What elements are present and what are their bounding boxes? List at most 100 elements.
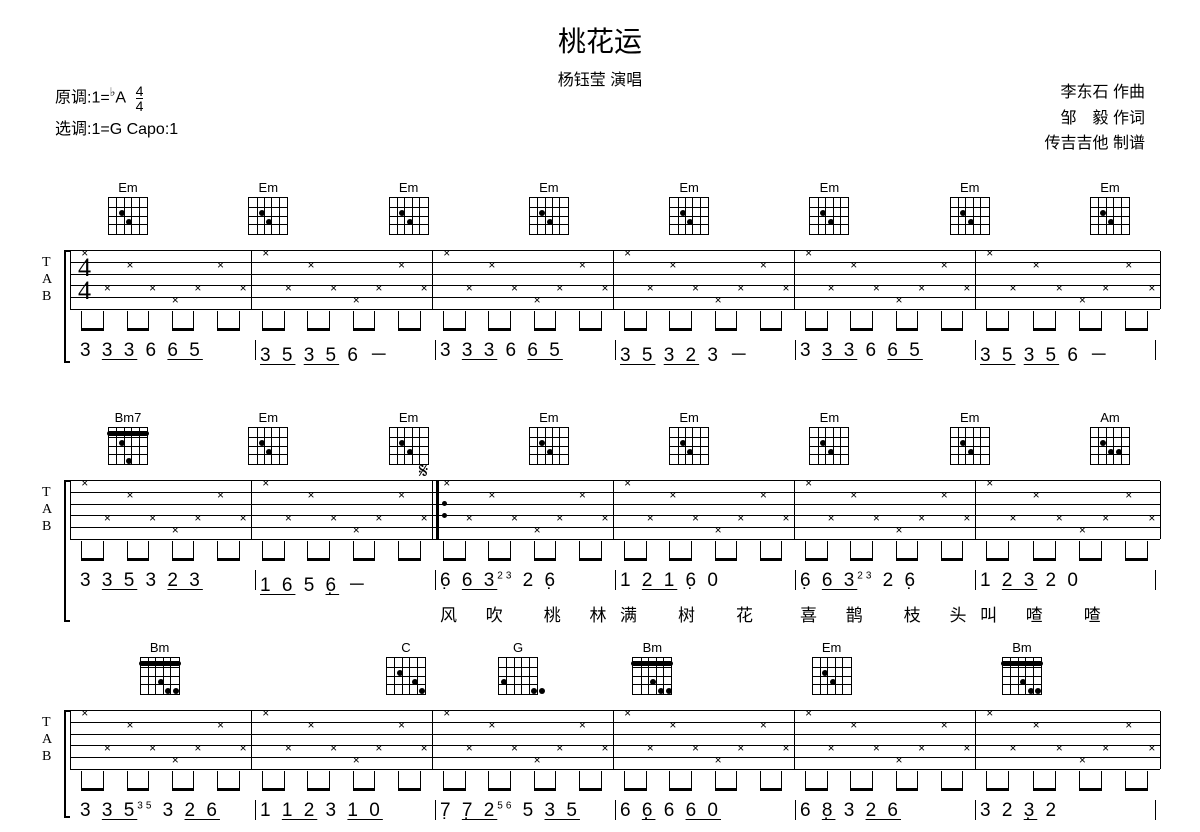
tab-x: × [963, 741, 970, 755]
jianpu-barline [1155, 340, 1156, 360]
tab-x: × [556, 741, 563, 755]
tab-x: × [602, 281, 609, 295]
jianpu-measure: 3 3 3 6 6 5 [800, 340, 971, 367]
tab-x: × [850, 718, 857, 732]
beam-group [262, 769, 285, 791]
jianpu-measure: 1 2 1 6̣ 0 [620, 570, 791, 597]
chord-name: Bm [643, 640, 663, 655]
tab-x: × [760, 718, 767, 732]
tab-x: × [534, 293, 541, 307]
beam-group [398, 309, 421, 331]
tab-x: × [1009, 511, 1016, 525]
staff-row-1: EmEmEmEmEmEmEmEm T A B 4 4 ×××××××××××××… [40, 180, 1160, 367]
capo-key: 选调:1=G Capo:1 [55, 114, 178, 146]
tab-x: × [353, 523, 360, 537]
beam-group [217, 769, 240, 791]
barline [975, 481, 976, 539]
chord-name: Em [259, 410, 279, 425]
chord-name: Em [822, 640, 842, 655]
tab-x: × [149, 741, 156, 755]
chord-diagram [950, 427, 990, 465]
chord-strip: Bm7EmEmEmEmEmEmAm [40, 410, 1160, 480]
tab-x: × [1125, 718, 1132, 732]
tab-x: × [488, 488, 495, 502]
beam-group [624, 309, 647, 331]
chord-cell: Em [238, 180, 298, 250]
beam-group [534, 539, 557, 561]
tab-x: × [963, 511, 970, 525]
tab-x: × [375, 511, 382, 525]
tab-x: × [556, 281, 563, 295]
tab-x: × [986, 706, 993, 720]
chord-name: Em [960, 410, 980, 425]
original-key: 原调:1=♭A 4 4 [55, 80, 178, 114]
beam-group [398, 539, 421, 561]
beam-group [1033, 539, 1056, 561]
tab-T: T [42, 255, 52, 272]
tab-x: × [194, 281, 201, 295]
tab-x: × [149, 281, 156, 295]
jianpu-measure: 3 5 3 5 6 － [260, 340, 431, 367]
jianpu-barline [255, 800, 256, 820]
tab-T: T [42, 485, 52, 502]
chord-cell: C [376, 640, 436, 695]
jianpu-barline [615, 570, 616, 590]
jianpu-line: 3 3 3 6 6 53 5 3 5 6 －3 3 3 6 6 53 5 3 2… [70, 340, 1160, 367]
beam-group [624, 539, 647, 561]
barline [251, 481, 252, 539]
chord-cell: Am [1080, 410, 1140, 480]
beam-group [669, 309, 692, 331]
chord-diagram [632, 657, 672, 695]
tab-x: × [986, 476, 993, 490]
chord-diagram [108, 427, 148, 465]
jianpu-barline [795, 340, 796, 360]
tab-x: × [172, 523, 179, 537]
tab-x: × [443, 246, 450, 260]
tab-x: × [104, 511, 111, 525]
chord-name: Em [399, 180, 419, 195]
tab-x: × [647, 281, 654, 295]
tab-x: × [104, 741, 111, 755]
chord-cell: Em [519, 180, 579, 250]
song-subtitle: 杨钰莹 演唱 [0, 66, 1200, 90]
jianpu-barline [435, 800, 436, 820]
beam-group [81, 539, 104, 561]
tab-x: × [488, 718, 495, 732]
tab-x: × [307, 258, 314, 272]
chord-name: Bm7 [115, 410, 142, 425]
tab-x: × [669, 258, 676, 272]
tab-clef: T A B [42, 715, 52, 765]
measure-tsig: 4 4 [78, 256, 91, 303]
tab-x: × [1056, 281, 1063, 295]
tab-x: × [737, 511, 744, 525]
jianpu-barline [975, 340, 976, 360]
tab-A: A [42, 272, 52, 289]
beam-group [715, 769, 738, 791]
tab-x: × [534, 523, 541, 537]
beam-group [669, 769, 692, 791]
jianpu-measure: 6̣ 6 323 2 6̣ [440, 570, 611, 597]
chord-diagram [1090, 427, 1130, 465]
beam-group [715, 309, 738, 331]
tab-x: × [669, 488, 676, 502]
tab-x: × [421, 741, 428, 755]
tab-x: × [737, 281, 744, 295]
jianpu-barline [975, 800, 976, 820]
chord-name: G [513, 640, 523, 655]
tab-x: × [307, 488, 314, 502]
staff-row-2: Bm7EmEmEmEmEmEmAm T A B ××××××××××××××××… [40, 410, 1160, 626]
tab-x: × [466, 511, 473, 525]
chord-cell: Em [98, 180, 158, 250]
chord-name: Em [1100, 180, 1120, 195]
chord-diagram [386, 657, 426, 695]
tab-x: × [1056, 741, 1063, 755]
lyrics-line: 风 吹 桃 林满 树 花喜 鹊 枝 头叫 喳 喳 [70, 601, 1160, 626]
chord-name: Em [118, 180, 138, 195]
tab-x: × [1079, 293, 1086, 307]
tab-B: B [42, 519, 52, 536]
tab-x: × [828, 511, 835, 525]
tab-x: × [104, 281, 111, 295]
tab-x: × [217, 488, 224, 502]
time-signature: 4 4 [136, 84, 144, 113]
beam-group [760, 309, 783, 331]
